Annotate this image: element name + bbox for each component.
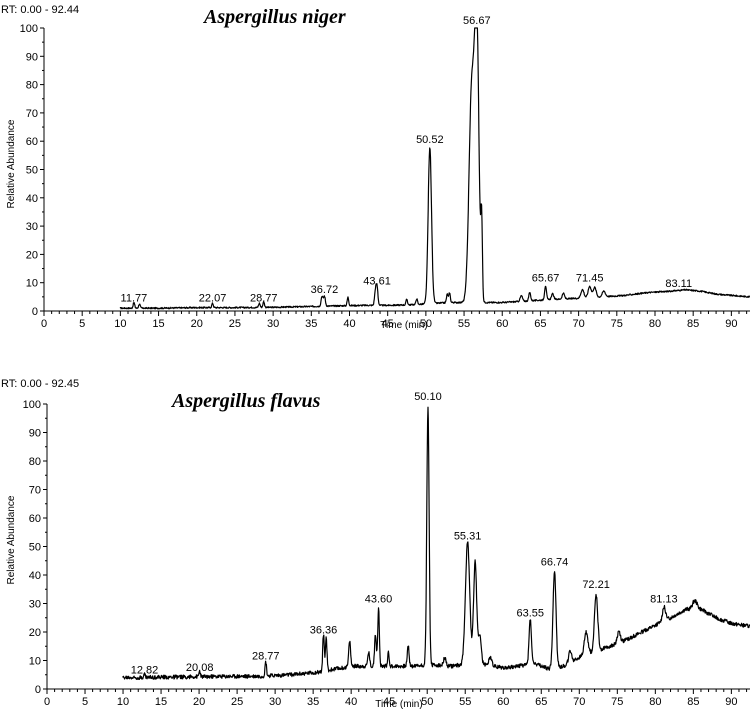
peak-label: 83.11 bbox=[665, 278, 692, 290]
chart-title: Aspergillus flavus bbox=[170, 390, 321, 412]
y-tick-label: 0 bbox=[32, 306, 38, 318]
x-tick-label: 10 bbox=[114, 318, 126, 330]
x-tick-label: 0 bbox=[44, 696, 50, 708]
x-tick-label: 90 bbox=[725, 696, 737, 708]
y-axis-title: Relative Abundance bbox=[6, 495, 17, 584]
rt-range-label: RT: 0.00 - 92.44 bbox=[1, 4, 79, 16]
rt-range-label: RT: 0.00 - 92.45 bbox=[1, 378, 79, 390]
x-tick-label: 85 bbox=[687, 318, 699, 330]
x-tick-label: 25 bbox=[229, 318, 241, 330]
x-tick-label: 35 bbox=[305, 318, 317, 330]
x-tick-label: 50 bbox=[420, 318, 432, 330]
peak-label: 43.60 bbox=[365, 593, 393, 605]
x-tick-label: 10 bbox=[117, 696, 129, 708]
x-tick-label: 60 bbox=[496, 318, 508, 330]
x-tick-label: 20 bbox=[191, 318, 203, 330]
peak-label: 63.55 bbox=[516, 608, 544, 620]
y-tick-label: 10 bbox=[26, 278, 38, 290]
x-tick-label: 70 bbox=[572, 318, 584, 330]
x-tick-label: 75 bbox=[611, 318, 623, 330]
x-tick-label: 35 bbox=[307, 696, 319, 708]
chart-panel-niger: RT: 0.00 - 92.44 Aspergillus niger Relat… bbox=[1, 4, 750, 331]
x-tick-label: 15 bbox=[152, 318, 164, 330]
peak-label: 66.74 bbox=[541, 556, 569, 568]
x-tick-label: 5 bbox=[79, 318, 85, 330]
x-tick-label: 15 bbox=[155, 696, 167, 708]
chart-panel-flavus: RT: 0.00 - 92.45 Aspergillus flavus Rela… bbox=[1, 378, 750, 709]
x-tick-label: 40 bbox=[343, 318, 355, 330]
y-tick-label: 40 bbox=[29, 570, 41, 582]
peak-label: 12.82 bbox=[131, 665, 159, 677]
y-tick-label: 40 bbox=[26, 193, 38, 205]
y-tick-label: 20 bbox=[29, 627, 41, 639]
peak-label: 71.45 bbox=[576, 273, 604, 285]
x-tick-label: 40 bbox=[345, 696, 357, 708]
peak-label: 43.61 bbox=[363, 275, 391, 287]
chromatogram-trace bbox=[119, 27, 750, 310]
peak-label: 28.77 bbox=[250, 292, 278, 304]
x-tick-label: 45 bbox=[382, 318, 394, 330]
y-tick-label: 80 bbox=[26, 80, 38, 92]
y-tick-label: 100 bbox=[23, 399, 41, 411]
peak-label: 50.10 bbox=[414, 391, 442, 403]
x-tick-label: 25 bbox=[231, 696, 243, 708]
peak-label: 81.13 bbox=[650, 593, 678, 605]
x-tick-label: 20 bbox=[193, 696, 205, 708]
x-tick-label: 70 bbox=[573, 696, 585, 708]
peak-label: 56.67 bbox=[463, 15, 491, 27]
y-tick-label: 60 bbox=[29, 513, 41, 525]
x-tick-label: 85 bbox=[687, 696, 699, 708]
x-tick-label: 45 bbox=[383, 696, 395, 708]
peak-label: 36.36 bbox=[310, 625, 338, 637]
x-tick-label: 80 bbox=[649, 696, 661, 708]
x-tick-label: 60 bbox=[497, 696, 509, 708]
y-tick-label: 70 bbox=[26, 108, 38, 120]
x-tick-label: 75 bbox=[611, 696, 623, 708]
x-tick-label: 30 bbox=[267, 318, 279, 330]
peak-label: 22.07 bbox=[199, 292, 227, 304]
peak-label: 20.08 bbox=[186, 662, 214, 674]
x-axis-title: Time (min) bbox=[375, 699, 422, 709]
x-tick-label: 65 bbox=[535, 696, 547, 708]
x-axis-title: Time (min) bbox=[380, 320, 427, 331]
y-tick-label: 0 bbox=[35, 684, 41, 696]
y-tick-label: 80 bbox=[29, 456, 41, 468]
y-tick-label: 60 bbox=[26, 136, 38, 148]
x-tick-label: 30 bbox=[269, 696, 281, 708]
x-tick-label: 55 bbox=[458, 318, 470, 330]
peak-label: 50.52 bbox=[416, 134, 444, 146]
x-tick-label: 90 bbox=[725, 318, 737, 330]
x-tick-label: 65 bbox=[534, 318, 546, 330]
chart-title: Aspergillus niger bbox=[202, 6, 346, 28]
y-tick-label: 30 bbox=[26, 221, 38, 233]
y-tick-label: 30 bbox=[29, 599, 41, 611]
y-axis-title: Relative Abundance bbox=[6, 119, 17, 208]
peak-label: 55.31 bbox=[454, 531, 482, 543]
chromatogram-trace bbox=[122, 406, 750, 680]
y-tick-label: 90 bbox=[29, 428, 41, 440]
x-tick-label: 55 bbox=[459, 696, 471, 708]
y-tick-label: 20 bbox=[26, 249, 38, 261]
y-tick-label: 10 bbox=[29, 656, 41, 668]
peak-label: 36.72 bbox=[311, 284, 339, 296]
peak-label: 65.67 bbox=[532, 273, 560, 285]
y-tick-label: 70 bbox=[29, 485, 41, 497]
x-tick-label: 0 bbox=[41, 318, 47, 330]
peak-label: 11.77 bbox=[121, 292, 148, 304]
y-tick-label: 90 bbox=[26, 51, 38, 63]
y-tick-label: 50 bbox=[26, 165, 38, 177]
peak-label: 28.77 bbox=[252, 650, 280, 662]
x-tick-label: 5 bbox=[82, 696, 88, 708]
x-tick-label: 80 bbox=[649, 318, 661, 330]
y-tick-label: 100 bbox=[20, 23, 38, 35]
x-tick-label: 50 bbox=[421, 696, 433, 708]
y-tick-label: 50 bbox=[29, 542, 41, 554]
peak-label: 72.21 bbox=[582, 579, 610, 591]
